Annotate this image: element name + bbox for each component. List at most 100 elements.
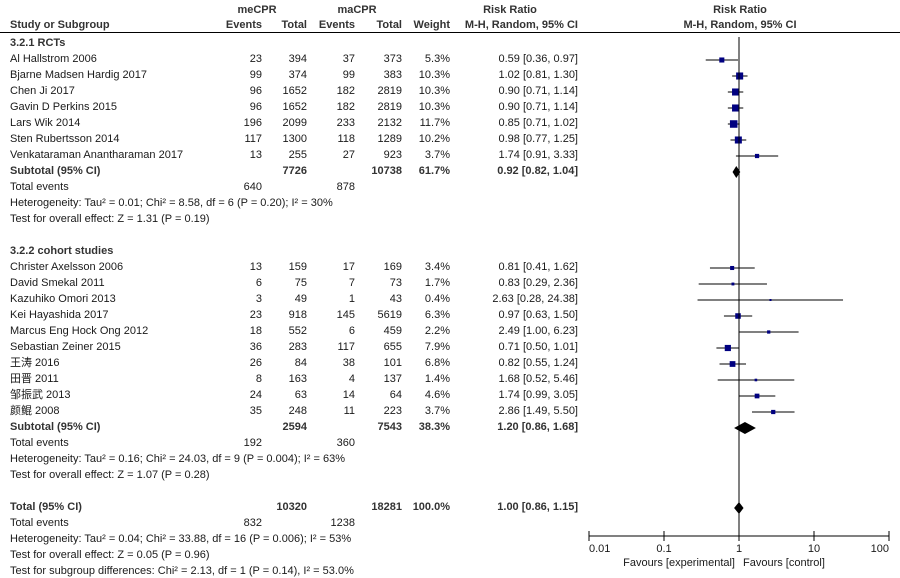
subtotal-risk-ratio: 0.92 [0.82, 1.04]: [497, 165, 578, 177]
events-experimental: 196: [243, 117, 262, 129]
events-experimental: 13: [249, 261, 262, 273]
risk-ratio-ci: 2.49 [1.00, 6.23]: [498, 325, 578, 337]
subtotal-risk-ratio: 1.20 [0.86, 1.68]: [497, 421, 578, 433]
point-estimate-square: [735, 313, 741, 319]
total-experimental: 63: [294, 389, 307, 401]
events-control: 11: [343, 405, 355, 417]
point-estimate-square: [729, 120, 738, 128]
total-control: 1289: [377, 133, 402, 145]
total-events-label: Total events: [10, 437, 69, 449]
total-experimental: 248: [288, 405, 307, 417]
study-name: 田晋 2011: [10, 373, 59, 385]
risk-ratio-ci: 0.97 [0.63, 1.50]: [498, 309, 578, 321]
events-control: 27: [342, 149, 355, 161]
study-name: Bjarne Madsen Hardig 2017: [10, 69, 147, 81]
total-events-control: 878: [336, 181, 355, 193]
total-weight: 100.0%: [412, 501, 450, 513]
events-control: 17: [342, 261, 355, 273]
study-name: 王涛 2016: [10, 357, 60, 369]
subtotal-diamond: [732, 166, 741, 178]
subtotal-total-experimental: 7726: [282, 165, 307, 177]
heterogeneity-text: Heterogeneity: Tau² = 0.04; Chi² = 33.88…: [10, 533, 352, 545]
study-name: Sten Rubertsson 2014: [10, 133, 120, 145]
total-experimental: 1652: [282, 85, 307, 97]
total-control: 18281: [371, 501, 402, 513]
study-name: Kei Hayashida 2017: [10, 309, 109, 321]
subtotal-label: Subtotal (95% CI): [10, 165, 101, 177]
point-estimate-square: [754, 393, 760, 399]
events-experimental: 99: [249, 69, 262, 81]
study-name: Al Hallstrom 2006: [10, 53, 97, 65]
subtotal-diamond: [734, 422, 756, 434]
study-name: Gavin D Perkins 2015: [10, 101, 117, 113]
point-estimate-square: [771, 409, 776, 415]
events-experimental: 6: [255, 277, 262, 289]
risk-ratio-ci: 0.82 [0.55, 1.24]: [498, 357, 578, 369]
study-weight: 3.4%: [424, 261, 450, 273]
study-name: 邹振武 2013: [10, 389, 71, 401]
col-events-2: Events: [318, 19, 355, 31]
subtotal-total-control: 10738: [371, 165, 402, 177]
total-experimental: 10320: [276, 501, 307, 513]
x-label-right: Favours [control]: [743, 557, 825, 569]
group2-header: maCPR: [337, 4, 377, 16]
events-control: 99: [342, 69, 355, 81]
events-experimental: 96: [249, 85, 262, 97]
risk-ratio-ci: 0.85 [0.71, 1.02]: [498, 117, 578, 129]
study-name: David Smekal 2011: [10, 277, 105, 289]
study-weight: 10.2%: [418, 133, 450, 145]
point-estimate-square: [729, 361, 736, 367]
events-experimental: 8: [255, 373, 262, 385]
total-events-experimental: 192: [243, 437, 262, 449]
point-estimate-square: [724, 344, 731, 352]
events-control: 182: [336, 85, 355, 97]
total-risk-ratio: 1.00 [0.86, 1.15]: [497, 501, 578, 513]
point-estimate-square: [734, 136, 742, 144]
rr-title: Risk Ratio: [483, 4, 537, 16]
subtotal-label: Subtotal (95% CI): [10, 421, 101, 433]
total-label: Total (95% CI): [10, 501, 82, 513]
total-control: 169: [383, 261, 402, 273]
risk-ratio-ci: 0.90 [0.71, 1.14]: [498, 101, 578, 113]
x-tick-label: 1: [736, 543, 742, 555]
study-weight: 3.7%: [424, 149, 450, 161]
events-control: 38: [342, 357, 355, 369]
col-study: Study or Subgroup: [10, 19, 110, 31]
study-weight: 6.3%: [424, 309, 450, 321]
total-events-experimental: 640: [243, 181, 262, 193]
total-events-control: 1238: [330, 517, 355, 529]
subtotal-weight: 61.7%: [418, 165, 450, 177]
point-estimate-square: [732, 88, 740, 96]
events-experimental: 13: [249, 149, 262, 161]
total-experimental: 75: [294, 277, 307, 289]
point-estimate-square: [736, 72, 744, 80]
total-control: 655: [383, 341, 402, 353]
events-experimental: 18: [249, 325, 262, 337]
point-estimate-square: [732, 104, 740, 112]
study-weight: 3.7%: [424, 405, 450, 417]
x-tick-label: 0.1: [656, 543, 671, 555]
x-tick-label: 100: [871, 543, 889, 555]
total-experimental: 49: [294, 293, 307, 305]
study-weight: 10.3%: [418, 85, 450, 97]
x-tick-label: 10: [808, 543, 820, 555]
point-estimate-square: [769, 299, 772, 301]
point-estimate-square: [730, 265, 735, 271]
x-tick-label: 0.01: [589, 543, 610, 555]
x-label-left: Favours [experimental]: [623, 557, 735, 569]
overall-effect-text: Test for overall effect: Z = 1.07 (P = 0…: [10, 469, 210, 481]
subtotal-weight: 38.3%: [418, 421, 450, 433]
events-control: 4: [348, 373, 355, 385]
study-name: Sebastian Zeiner 2015: [10, 341, 121, 353]
study-name: Lars Wik 2014: [10, 117, 81, 129]
total-control: 2132: [377, 117, 402, 129]
study-weight: 6.8%: [424, 357, 450, 369]
risk-ratio-ci: 0.83 [0.29, 2.36]: [498, 277, 578, 289]
heterogeneity-text: Heterogeneity: Tau² = 0.16; Chi² = 24.03…: [10, 453, 345, 465]
overall-effect-text: Test for overall effect: Z = 1.31 (P = 0…: [10, 213, 210, 225]
total-control: 64: [389, 389, 402, 401]
total-control: 923: [383, 149, 402, 161]
total-experimental: 394: [288, 53, 307, 65]
study-weight: 5.3%: [424, 53, 450, 65]
